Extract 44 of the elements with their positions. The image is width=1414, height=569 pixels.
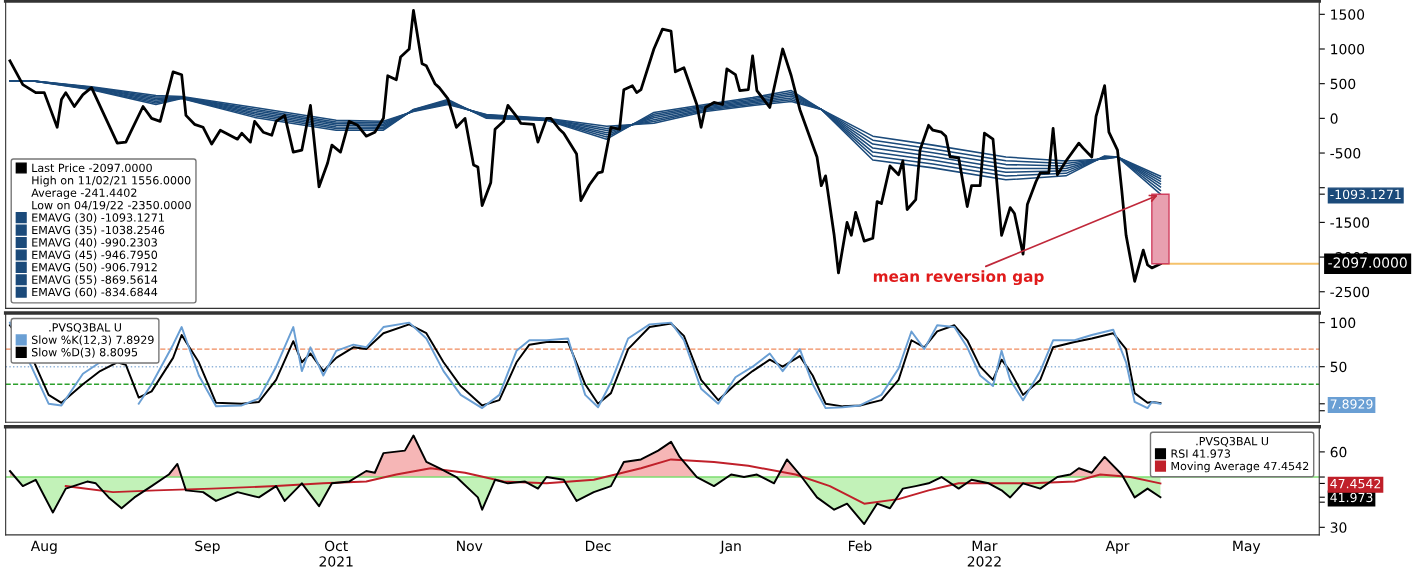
y-tick-label: 47.4542	[1330, 478, 1381, 489]
legend-label: EMAVG (60) -834.6844	[32, 287, 158, 298]
annotation: Low on 04/19/22 -2350.0000	[32, 200, 191, 211]
y-tick-label: 41.973	[1330, 492, 1373, 503]
y-tick-label: -2500	[1330, 286, 1370, 298]
legend-label: EMAVG (55) -869.5614	[32, 275, 158, 286]
series-label: Slow %D(3) 8.8095	[31, 347, 138, 358]
x-tick-label: Apr	[1105, 540, 1130, 554]
x-tick-label: Jan	[719, 540, 741, 554]
legend-label: EMAVG (40) -990.2303	[32, 237, 157, 248]
annotation: Average -241.4402	[31, 188, 137, 200]
legend-label: Last Price -2097.0000	[32, 163, 152, 173]
legend-label: EMAVG (50) -906.7912	[32, 262, 157, 273]
legend-label: Moving Average 47.4542	[1171, 461, 1309, 473]
x-tick-label: Aug	[30, 540, 57, 554]
legend-label: RSI 41.973	[1171, 449, 1231, 458]
y-tick-label: 0	[1330, 113, 1338, 124]
legend-label: EMAVG (30) -1093.1271	[32, 213, 164, 224]
annotation: mean reversion gap	[873, 270, 1044, 286]
x-tick-label: Feb	[849, 540, 872, 552]
y-tick-label: 1500	[1331, 9, 1365, 20]
legend-label: EMAVG (45) -946.7950	[32, 250, 158, 261]
x-tick-label: Mar 2022	[967, 540, 1001, 567]
annotation: High on 11/02/21 1556.0000	[32, 175, 191, 187]
y-tick-label: 100	[1331, 317, 1356, 329]
legend-title: .PVSQ3BAL U	[1196, 436, 1269, 447]
y-tick-label: 50	[1330, 361, 1347, 373]
legend-label: Slow %K(12,3) 7.8929	[31, 335, 154, 346]
ref-line-label: -2097.0000	[1328, 257, 1407, 268]
y-tick-label: 30	[1330, 522, 1347, 533]
x-tick-label: May	[1233, 540, 1261, 554]
y-tick-label: -1093.1271	[1330, 189, 1401, 200]
legend-label: EMAVG (35) -1038.2546	[32, 225, 165, 236]
y-tick-label: 60	[1330, 446, 1347, 458]
x-tick-label: Nov	[457, 540, 483, 552]
x-tick-label: Sep	[195, 540, 220, 554]
y-tick-label: 500	[1330, 78, 1356, 90]
x-tick-label: Dec	[585, 540, 611, 552]
y-tick-label: 7.8929	[1330, 399, 1373, 409]
legend-title: .PVSQ3BAL U	[49, 323, 121, 333]
x-tick-label: Oct 2021	[319, 540, 353, 567]
y-tick-label: -1500	[1330, 217, 1370, 228]
y-tick-label: 1000	[1331, 43, 1365, 55]
y-tick-label: -500	[1330, 148, 1361, 159]
